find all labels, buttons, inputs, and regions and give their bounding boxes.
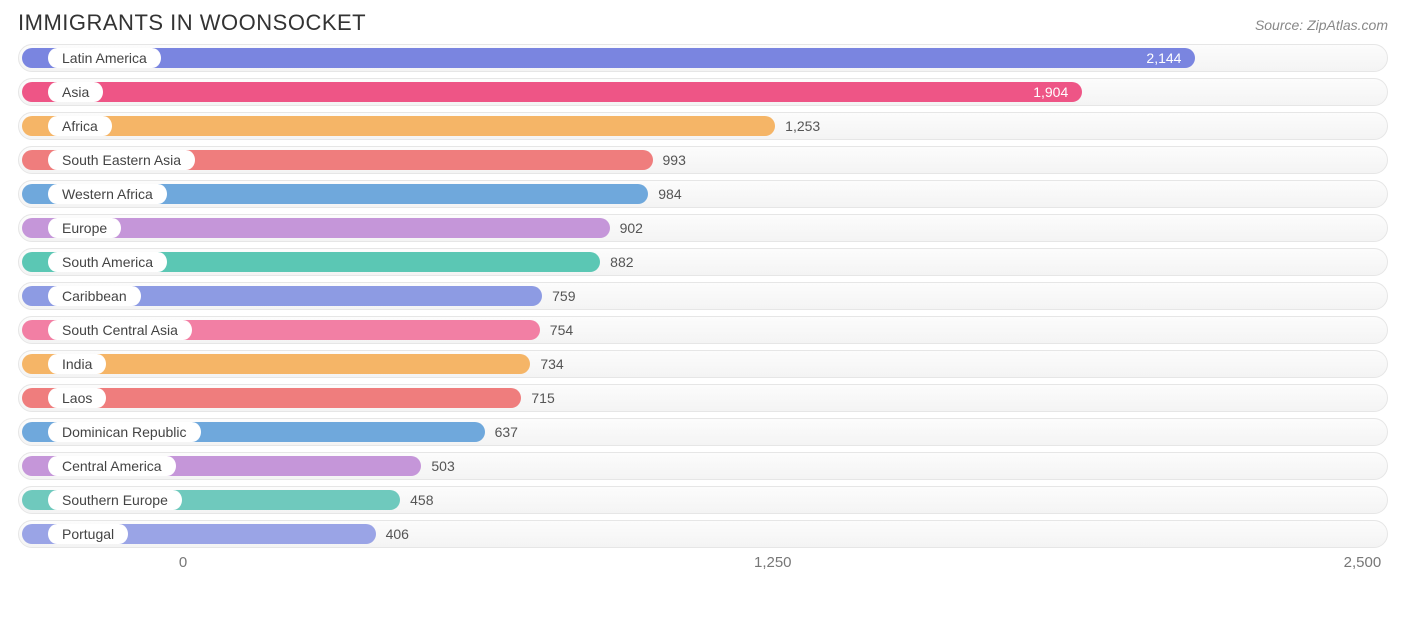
category-label: South Eastern Asia <box>47 150 196 170</box>
category-label: Caribbean <box>47 286 142 306</box>
category-label: Dominican Republic <box>47 422 202 442</box>
bar-row: Dominican Republic 637 <box>18 418 1388 446</box>
bar-row: Portugal 406 <box>18 520 1388 548</box>
category-label: South America <box>47 252 168 272</box>
x-axis-tick: 1,250 <box>754 554 792 571</box>
x-axis: 0 1,250 2,500 <box>18 554 1388 578</box>
value-label: 993 <box>653 147 686 173</box>
value-label: 458 <box>400 487 433 513</box>
category-label: India <box>47 354 107 374</box>
bar-row: Laos 715 <box>18 384 1388 412</box>
bar-row: South Central Asia 754 <box>18 316 1388 344</box>
category-label: Western Africa <box>47 184 168 204</box>
chart-source: Source: ZipAtlas.com <box>1255 17 1388 33</box>
category-label: South Central Asia <box>47 320 193 340</box>
category-label: Africa <box>47 116 113 136</box>
value-label: 734 <box>530 351 563 377</box>
category-label: Southern Europe <box>47 490 183 510</box>
x-axis-tick: 2,500 <box>1344 554 1382 571</box>
value-label: 754 <box>540 317 573 343</box>
value-label: 637 <box>485 419 518 445</box>
bar-row: South America 882 <box>18 248 1388 276</box>
bar-row: Central America 503 <box>18 452 1388 480</box>
category-label: Laos <box>47 388 107 408</box>
value-label: 882 <box>600 249 633 275</box>
category-label: Portugal <box>47 524 129 544</box>
bar-row: Western Africa 984 <box>18 180 1388 208</box>
chart-header: IMMIGRANTS IN WOONSOCKET Source: ZipAtla… <box>18 10 1388 44</box>
value-label: 406 <box>376 521 409 547</box>
value-label: 902 <box>610 215 643 241</box>
value-label: 2,144 <box>19 45 1195 71</box>
x-axis-tick: 0 <box>179 554 187 571</box>
bar-row: Asia1,904 <box>18 78 1388 106</box>
category-label: Central America <box>47 456 177 476</box>
bar-row: South Eastern Asia 993 <box>18 146 1388 174</box>
bar-row: Southern Europe 458 <box>18 486 1388 514</box>
bar-chart: Latin America2,144 Asia1,904 Africa 1,253 So… <box>18 44 1388 548</box>
value-label: 759 <box>542 283 575 309</box>
chart-title: IMMIGRANTS IN WOONSOCKET <box>18 10 366 36</box>
bar-row: Latin America2,144 <box>18 44 1388 72</box>
bar-row: Caribbean 759 <box>18 282 1388 310</box>
bar-row: India 734 <box>18 350 1388 378</box>
category-label: Europe <box>47 218 122 238</box>
bar-row: Africa 1,253 <box>18 112 1388 140</box>
bar <box>22 116 775 136</box>
value-label: 1,904 <box>19 79 1082 105</box>
value-label: 1,253 <box>775 113 820 139</box>
value-label: 715 <box>521 385 554 411</box>
bar-row: Europe 902 <box>18 214 1388 242</box>
value-label: 503 <box>421 453 454 479</box>
value-label: 984 <box>648 181 681 207</box>
